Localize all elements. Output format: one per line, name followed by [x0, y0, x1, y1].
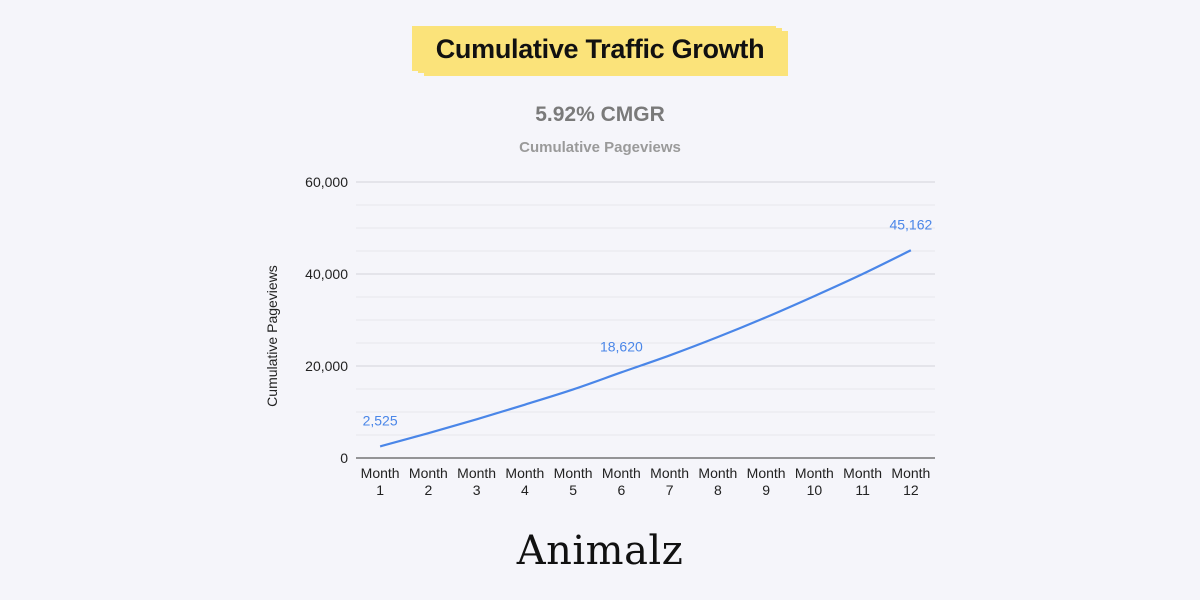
x-tick-label: Month 1 — [361, 465, 400, 498]
data-point — [764, 315, 768, 319]
page-title: Cumulative Traffic Growth — [417, 28, 783, 73]
data-point — [378, 444, 382, 448]
animalz-logo: Animalz — [516, 528, 684, 574]
data-label: 18,620 — [600, 338, 643, 354]
y-tick-label: 0 — [340, 450, 348, 466]
y-tick-label: 60,000 — [305, 174, 348, 190]
y-tick-label: 40,000 — [305, 266, 348, 282]
data-point — [475, 417, 479, 421]
x-tick-label: Month 3 — [457, 465, 496, 498]
data-point — [861, 272, 865, 276]
data-point — [523, 403, 527, 407]
y-tick-label: 20,000 — [305, 358, 348, 374]
data-label: 2,525 — [363, 412, 398, 428]
x-tick-label: Month 5 — [554, 465, 593, 498]
cmgr-subtitle: 5.92% CMGR — [535, 103, 665, 126]
x-tick-label: Month 2 — [409, 465, 448, 498]
x-tick-label: Month 4 — [505, 465, 544, 498]
data-point — [909, 248, 913, 252]
chart-title: Cumulative Pageviews — [519, 139, 681, 156]
data-point — [812, 294, 816, 298]
data-point — [426, 431, 430, 435]
x-tick-label: Month 10 — [795, 465, 834, 498]
title-container: Cumulative Traffic Growth — [0, 28, 1200, 73]
data-point — [619, 370, 623, 374]
x-tick-label: Month 9 — [747, 465, 786, 498]
data-point — [668, 353, 672, 357]
x-tick-label: Month 11 — [843, 465, 882, 498]
data-point — [571, 387, 575, 391]
x-tick-label: Month 12 — [891, 465, 930, 498]
data-label: 45,162 — [889, 216, 932, 232]
x-tick-label: Month 8 — [698, 465, 737, 498]
x-tick-label: Month 6 — [602, 465, 641, 498]
x-tick-label: Month 7 — [650, 465, 689, 498]
y-axis-title: Cumulative Pageviews — [264, 265, 280, 407]
data-point — [716, 335, 720, 339]
series-line — [379, 249, 912, 448]
